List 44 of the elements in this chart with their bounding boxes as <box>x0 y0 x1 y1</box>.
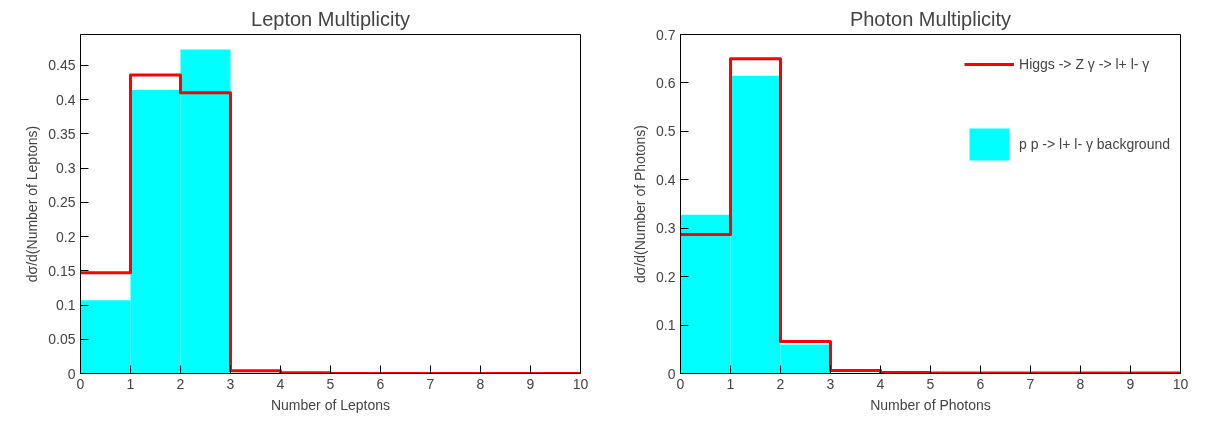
legend-label: Higgs -> Z γ -> l+ l- γ <box>1019 56 1150 72</box>
x-tick-label: 7 <box>426 375 435 392</box>
y-tick-label: 0.3 <box>656 220 676 237</box>
y-tick-label: 0.45 <box>48 57 76 74</box>
y-axis-title: dσ/d(Number of Leptons) <box>24 125 41 283</box>
y-tick-label: 0.2 <box>56 228 76 245</box>
x-tick-label: 6 <box>976 375 985 392</box>
x-tick-label: 8 <box>1076 375 1085 392</box>
y-tick-label: 0.1 <box>656 317 676 334</box>
x-tick-label: 4 <box>876 375 885 392</box>
x-tick-label: 5 <box>926 375 935 392</box>
chart-title: Lepton Multiplicity <box>251 7 410 30</box>
x-tick-label: 2 <box>776 375 785 392</box>
x-tick-label: 3 <box>226 375 235 392</box>
x-tick-label: 2 <box>176 375 185 392</box>
x-axis-title: Number of Photons <box>870 396 991 413</box>
x-tick-label: 10 <box>572 375 589 392</box>
x-tick-label: 3 <box>826 375 835 392</box>
y-axis-title: dσ/d(Number of Photons) <box>632 124 649 284</box>
y-tick-label: 0.15 <box>48 262 76 279</box>
x-tick-label: 5 <box>326 375 335 392</box>
y-tick-label: 0.6 <box>656 74 676 91</box>
x-tick-label: 10 <box>1172 375 1189 392</box>
y-tick-label: 0.1 <box>56 297 76 314</box>
x-tick-label: 9 <box>526 375 535 392</box>
legend-label: p p -> l+ l- γ background <box>1019 136 1170 152</box>
x-tick-label: 1 <box>126 375 135 392</box>
y-tick-label: 0.05 <box>48 331 76 348</box>
y-tick-label: 0.7 <box>656 26 676 43</box>
x-tick-label: 4 <box>276 375 285 392</box>
y-tick-label: 0.5 <box>656 123 676 140</box>
x-tick-label: 7 <box>1026 375 1035 392</box>
y-tick-label: 0.3 <box>56 160 76 177</box>
x-tick-label: 8 <box>476 375 485 392</box>
y-tick-label: 0.35 <box>48 125 76 142</box>
y-tick-label: 0.25 <box>48 194 76 211</box>
y-tick-label: 0.4 <box>656 171 676 188</box>
y-tick-label: 0.2 <box>656 268 676 285</box>
y-tick-label: 0.4 <box>56 91 76 108</box>
x-tick-label: 6 <box>376 375 385 392</box>
x-tick-label: 1 <box>726 375 735 392</box>
chart-title: Photon Multiplicity <box>849 7 1012 30</box>
x-tick-label: 9 <box>1126 375 1135 392</box>
x-axis-title: Number of Leptons <box>270 396 391 413</box>
